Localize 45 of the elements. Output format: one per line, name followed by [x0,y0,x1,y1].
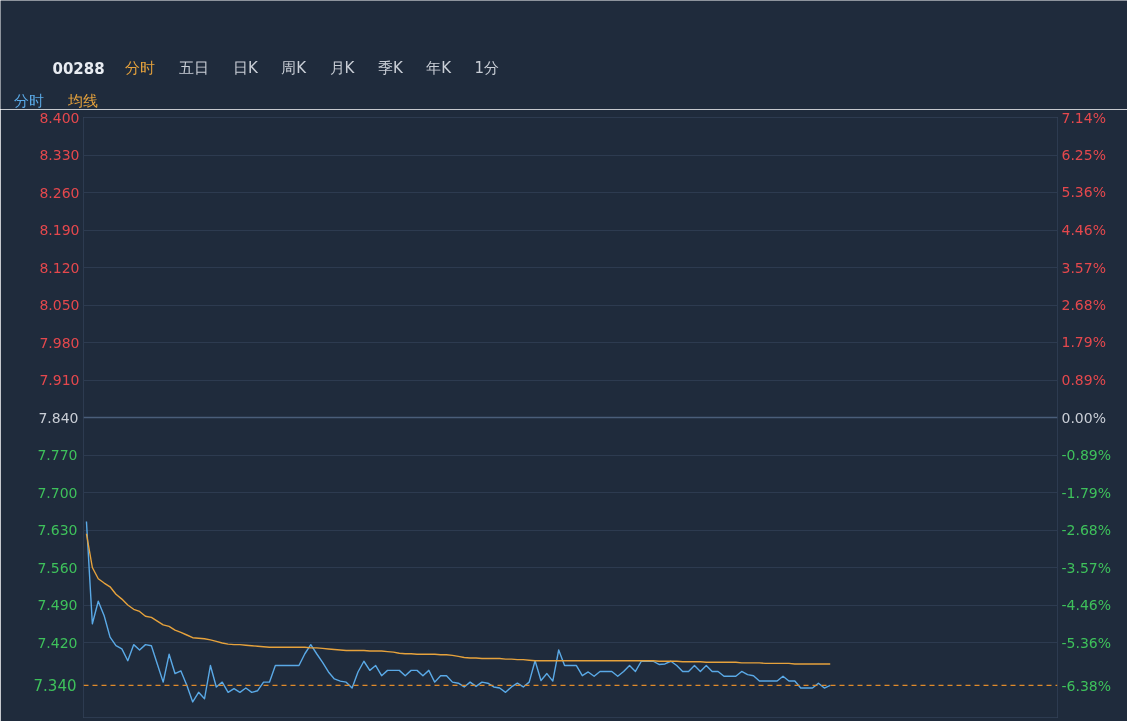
chart-title: 00288 [52,59,105,78]
y2-tick-label: 4.46% [1061,222,1106,239]
y-tick-label: 7.560 [37,559,78,576]
y2-tick-label: -6.38% [1061,677,1112,694]
text: 分时 [125,58,155,77]
y-tick-label: 8.190 [39,222,80,238]
text: 五日 [179,58,209,77]
ref-line-label: 7.340 [33,677,77,696]
y2-tick-label: 0.00% [1061,409,1106,426]
line-series [85,520,831,703]
text: 季K [377,58,404,77]
y2-tick-label: 1.79% [1061,334,1106,351]
y-tick-label: 8.330 [39,147,80,163]
y2-tick-label: 0.89% [1061,372,1106,389]
y2-tick-label: -2.68% [1061,522,1112,539]
y2-tick-label: -5.36% [1061,634,1112,651]
y2-tick-label: -3.57% [1061,559,1112,576]
text: 周K [281,58,308,77]
y-tick-label: 7.770 [37,447,78,463]
y2-tick-label: -1.79% [1061,484,1112,501]
text: 1分 [474,58,500,77]
y-tick-label: 7.630 [37,522,78,538]
text: 均线 [66,91,98,110]
y2-tick-label: 3.57% [1061,259,1106,276]
text: 分时 [13,91,44,110]
text: 年K [426,58,453,77]
line-series [85,533,831,665]
y-tick-label: 8.120 [39,259,80,276]
y-tick-label: 7.700 [37,484,78,501]
y2-tick-label: 6.25% [1061,146,1106,163]
y2-tick-label: 2.68% [1061,296,1106,313]
y-tick-label: 7.980 [39,334,80,351]
y-tick-label: 7.910 [39,372,80,388]
y-tick-label: 8.050 [39,297,80,313]
y2-tick-label: -0.89% [1061,446,1112,463]
y-tick-label: 8.400 [39,109,80,126]
y2-tick-label: -4.46% [1061,596,1112,613]
y-tick-label: 8.260 [39,184,80,201]
y2-tick-label: 7.14% [1061,109,1106,126]
y2-tick-label: 5.36% [1061,184,1106,201]
y-tick-label: 7.420 [37,634,78,651]
y-tick-label: 7.840 [38,409,79,426]
y-tick-label: 7.490 [37,597,78,613]
text: 日K [233,58,259,77]
text: 月K [329,58,356,77]
